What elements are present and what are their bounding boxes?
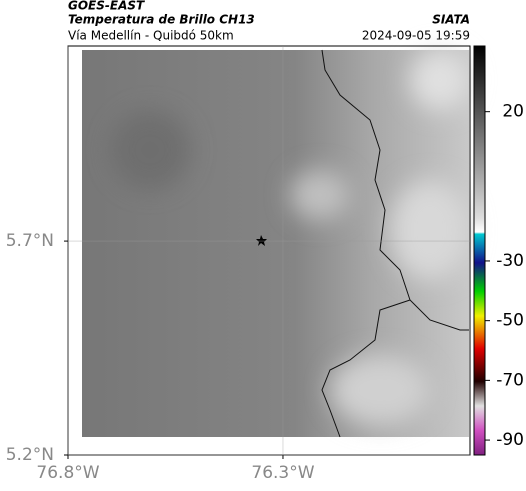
x-tick-label: 76.8°W [36,463,99,483]
map [68,46,470,455]
source: GOES-EAST [68,0,145,13]
colorbar-tick-label: -50 [496,311,524,331]
title: Temperatura de Brillo CH13 [68,13,255,27]
y-tick-label: 5.7°N [6,231,54,251]
border [321,49,469,438]
clouds [110,50,470,425]
x-tick-label: 76.3°W [251,463,314,483]
location-marker [256,235,267,246]
header: GOES-EAST Temperatura de Brillo CH13 SIA… [68,0,470,43]
colorbar-tick-label: -70 [496,370,524,390]
org: SIATA [432,13,470,27]
colorbar-tick-label: -90 [496,430,524,450]
colorbar-tick-label: 20 [502,102,524,122]
timestamp: 2024-09-05 19:59 [362,29,470,43]
subtitle: Vía Medellín - Quibdó 50km [68,29,234,43]
y-tick-label: 5.2°N [6,445,54,465]
colorbar [473,45,486,456]
colorbar-tick-label: -30 [496,251,524,271]
